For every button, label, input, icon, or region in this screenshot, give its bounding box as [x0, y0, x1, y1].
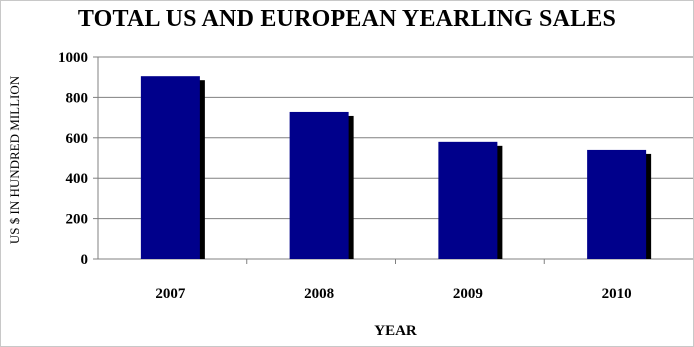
chart-title: TOTAL US AND EUROPEAN YEARLING SALES: [77, 6, 617, 32]
x-tick-label: 2009: [453, 286, 483, 302]
y-tick-label: 1000: [58, 50, 88, 66]
y-tick-label: 800: [66, 90, 89, 106]
bar: [438, 141, 498, 259]
x-tick-label: 2007: [155, 286, 186, 302]
y-tick-label: 400: [66, 171, 89, 187]
x-axis-title: YEAR: [374, 323, 417, 339]
bar: [289, 111, 349, 259]
y-tick-label: 0: [81, 252, 89, 268]
x-tick-label: 2010: [602, 286, 632, 302]
x-tick-label: 2008: [304, 286, 334, 302]
bar: [587, 149, 647, 259]
bar: [140, 76, 200, 259]
bars: [140, 76, 652, 259]
y-tick-label: 600: [66, 131, 89, 147]
y-tick-label: 200: [66, 212, 89, 228]
tick-labels: 0 200 400 600 800 1000 2007 2008 2009 2010: [58, 50, 632, 302]
